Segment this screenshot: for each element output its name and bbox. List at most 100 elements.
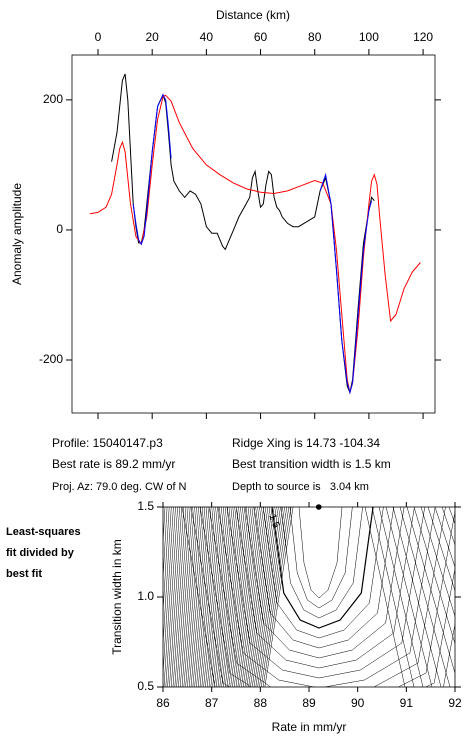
contour-line: [385, 507, 433, 687]
contour-line: [163, 507, 168, 584]
contour-line: [178, 507, 193, 687]
contour-line: [176, 507, 191, 687]
contour-line: [233, 507, 258, 687]
x-tick-label: 0: [95, 30, 102, 44]
y-axis-title: Transition width in km: [110, 539, 124, 655]
x-tick-label: 89: [302, 696, 316, 710]
contour-line: [250, 507, 277, 687]
contour-line: [183, 507, 199, 687]
contour-line: [224, 507, 248, 687]
contour-line: [289, 507, 353, 609]
x-tick-label: 88: [254, 696, 268, 710]
y-axis-title: Anomaly amplitude: [10, 183, 24, 285]
y-tick-label: -200: [39, 352, 63, 366]
x-tick-label: 91: [400, 696, 414, 710]
annotation: Profile: 15040147.p3: [52, 436, 163, 450]
annotation: Proj. Az: 79.0 deg. CW of N: [52, 481, 187, 493]
contour-line: [371, 507, 415, 687]
annotation: Ridge Xing is 14.73 -104.34: [232, 436, 380, 450]
contour-line: [187, 507, 204, 687]
contour-line: [170, 507, 185, 687]
contour-line: [196, 507, 214, 687]
contour-line: [392, 507, 442, 687]
contour-line: [406, 507, 455, 675]
contour-line: [167, 507, 180, 687]
contour-line: [280, 507, 363, 619]
x-tick-label: 40: [200, 30, 214, 44]
annotation: Best rate is 89.2 mm/yr: [52, 457, 175, 471]
contour-line: [399, 507, 451, 687]
contour-line: [242, 507, 269, 687]
contour-line: [259, 507, 288, 687]
x-tick-label: 90: [351, 696, 365, 710]
contour-line: [185, 507, 201, 687]
contour-line: [163, 507, 166, 548]
contour-line: [163, 507, 176, 687]
top-frame: [71, 54, 436, 414]
contour-line: [441, 507, 455, 546]
contour-line: [271, 507, 374, 629]
contour-line: [174, 507, 189, 687]
contour-line: [219, 507, 241, 687]
contour-line: [239, 507, 264, 687]
contour-line: [298, 507, 343, 599]
contour-line: [427, 507, 455, 592]
contour-line: [262, 507, 384, 639]
contour-line: [253, 507, 394, 649]
x-tick-label: 92: [448, 696, 462, 710]
data-line: [132, 93, 172, 246]
x-tick-label: 86: [156, 696, 170, 710]
contour-line: [217, 507, 239, 687]
contour-line: [165, 507, 178, 687]
contour-line: [235, 507, 260, 687]
contour-line: [230, 507, 254, 687]
contour-line: [212, 507, 233, 687]
contour-line: [413, 507, 455, 645]
contour-line: [206, 507, 227, 687]
side-note: Least-squares fit divided by best fit: [6, 526, 81, 580]
contour-line: [190, 507, 208, 687]
contour-line: [255, 507, 283, 687]
contour-line: [214, 507, 235, 687]
contour-line: [163, 507, 172, 649]
contour-line: [237, 507, 262, 687]
contour-line: [208, 507, 229, 687]
contour-line: [197, 507, 216, 687]
contour-line: [169, 507, 183, 687]
best-fit-point: [315, 504, 322, 510]
contour-line: [378, 507, 424, 687]
contour-line: [194, 507, 212, 687]
contour-line: [260, 507, 290, 687]
contour-line: [241, 507, 267, 687]
contour-line: [188, 507, 206, 687]
contour-line: [199, 507, 218, 687]
x-tick-label: 100: [359, 30, 379, 44]
x-tick-label: 60: [254, 30, 268, 44]
contour-line: [364, 507, 406, 687]
contour-field: [163, 507, 455, 687]
x-tick-label: 87: [205, 696, 219, 710]
contour-line: [199, 507, 455, 687]
x-tick-label: 120: [413, 30, 433, 44]
contour-line: [217, 507, 436, 687]
contour-line: [232, 507, 256, 687]
contour-line: [257, 507, 285, 687]
contour-line: [251, 507, 279, 687]
y-tick-label: 1.0: [137, 589, 154, 603]
contour-line: [228, 507, 252, 687]
contour-line: [192, 507, 210, 687]
contour-line: [203, 507, 222, 687]
contour-line: [226, 507, 250, 687]
x-tick-label: 20: [146, 30, 160, 44]
contour-line: [181, 507, 197, 687]
contour-line: [226, 507, 426, 679]
contour-line: [244, 507, 271, 687]
annotation: Best transition width is 1.5 km: [232, 457, 391, 471]
y-tick-label: 200: [43, 92, 63, 106]
y-tick-label: 1.5: [137, 499, 154, 513]
contour-line: [248, 507, 275, 687]
contour-line: [205, 507, 225, 687]
contour-line: [172, 507, 187, 687]
